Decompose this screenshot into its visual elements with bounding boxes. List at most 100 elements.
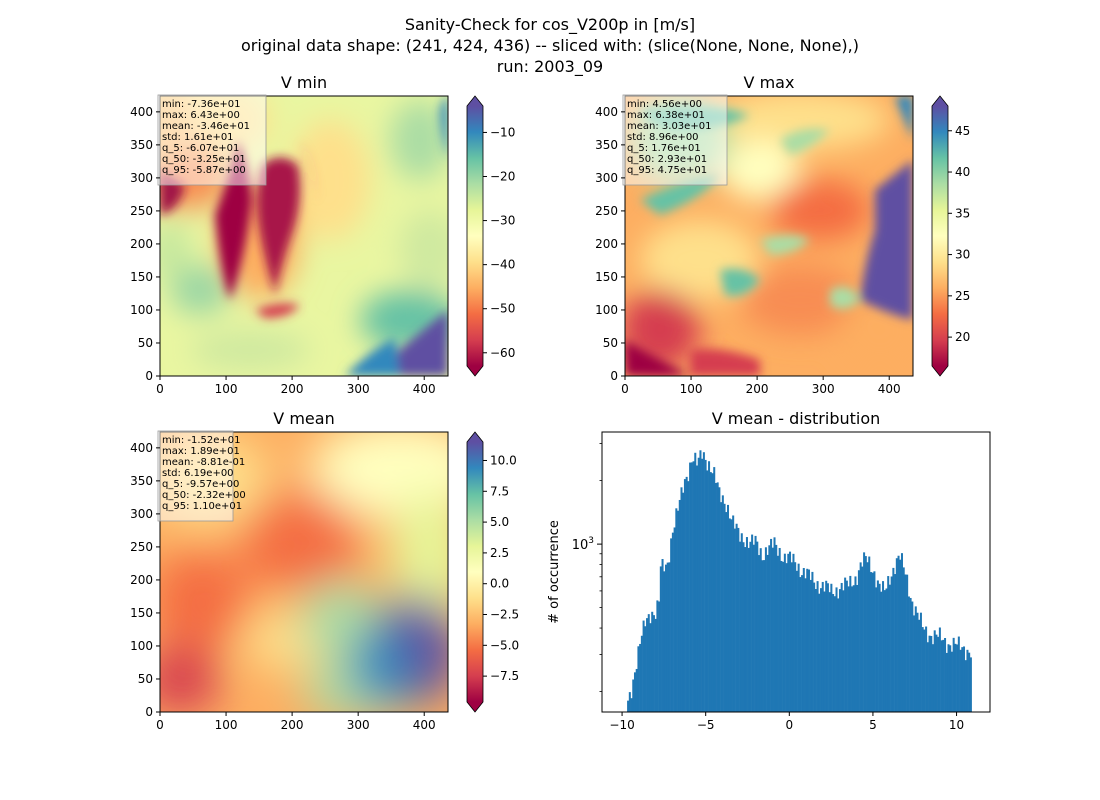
colorbar-tick-label: −30	[490, 214, 515, 228]
hist-bar	[761, 560, 764, 712]
hist-bar	[721, 495, 724, 712]
hist-bar	[933, 630, 936, 712]
hist-bar	[782, 561, 785, 712]
hist-bar	[949, 645, 952, 712]
hist-bar	[849, 575, 852, 712]
hist-bar	[916, 612, 919, 712]
hist-bar	[661, 559, 664, 712]
hist-bar	[964, 660, 967, 712]
y-tick-label: 50	[138, 672, 153, 686]
hist-bar	[720, 502, 723, 712]
vmin-stat: q_50: -3.25e+01	[162, 154, 246, 165]
vmin-axes-frame	[159, 95, 449, 377]
hist-bar	[861, 566, 864, 712]
x-tick-label: 0	[156, 382, 164, 396]
hist-bar	[651, 611, 654, 712]
hist-bar	[783, 553, 786, 712]
hist-bar	[863, 552, 866, 712]
colorbar-tick-label: 25	[955, 289, 970, 303]
hist-ylabel: # of occurrence	[547, 520, 562, 624]
hist-bar	[699, 450, 702, 712]
hist-bar	[838, 589, 841, 712]
hist-bar	[656, 600, 659, 712]
hist-bar	[706, 470, 709, 712]
vmax-stat: max: 6.38e+01	[627, 110, 705, 121]
hist-bar	[740, 533, 743, 712]
hist-bar	[702, 452, 705, 712]
hist-bar	[723, 503, 726, 712]
hist-bar	[771, 547, 774, 712]
hist-bar	[675, 508, 678, 712]
vmax-title: V max	[744, 73, 795, 92]
vmin-axis-ticks: 0 100 200 300 400 0 50 100 150 200 250 300 350 400	[130, 105, 436, 396]
x-tick-label: 400	[413, 718, 436, 732]
hist-bar	[809, 579, 812, 712]
hist-bar	[747, 547, 750, 712]
hist-bar	[931, 644, 935, 712]
hist-bar	[969, 657, 972, 712]
hist-bar	[659, 566, 662, 712]
hist-bar	[806, 568, 809, 712]
hist-bar	[627, 700, 630, 712]
hist-bar	[887, 576, 890, 712]
hist-panel: V mean - distribution −10 −5 0 5 10 103 # of …	[547, 409, 991, 732]
hist-bar	[735, 523, 738, 712]
hist-bar	[795, 570, 798, 712]
hist-title: V mean - distribution	[712, 409, 881, 428]
hist-bar	[878, 583, 881, 712]
vmean-stat: q_5: -9.57e+00	[162, 479, 239, 490]
hist-bar	[907, 596, 910, 712]
colorbar-tick-label: 35	[955, 206, 970, 220]
hist-bar	[654, 618, 657, 712]
y-tick-label: 0	[145, 705, 153, 719]
hist-bar	[733, 528, 736, 712]
hist-bar	[919, 612, 922, 712]
hist-bar	[854, 576, 857, 712]
hist-bar	[869, 572, 872, 712]
hist-bar	[633, 672, 636, 712]
hist-bar	[840, 582, 843, 712]
vmax-panel: V max	[595, 73, 970, 396]
y-tick-label: 250	[130, 540, 153, 554]
hist-bar	[864, 556, 867, 712]
hist-axis-ticks: −10 −5 0 5 10 103	[572, 443, 964, 732]
hist-bar	[942, 639, 945, 712]
vmax-axes-frame	[624, 95, 914, 377]
y-tick-label: 103	[572, 536, 594, 553]
hist-bar	[770, 538, 773, 712]
vmean-stat: std: 6.19e+00	[162, 468, 234, 479]
hist-bar	[630, 698, 633, 712]
hist-bar	[914, 606, 917, 712]
hist-bar	[640, 635, 643, 712]
colorbar-tick-label: 2.5	[490, 546, 509, 560]
hist-bar	[866, 562, 869, 712]
hist-bar	[647, 614, 650, 712]
colorbar-tick-label: 20	[955, 330, 970, 344]
hist-bar	[773, 537, 776, 712]
x-tick-label: 200	[281, 382, 304, 396]
hist-bar	[711, 473, 714, 712]
hist-bar	[923, 629, 926, 712]
hist-bar	[816, 581, 819, 712]
hist-bar	[680, 487, 683, 712]
hist-bar	[888, 584, 891, 712]
hist-bar	[789, 551, 792, 712]
vmax-stat: min: 4.56e+00	[627, 99, 702, 110]
hist-bar	[804, 578, 807, 712]
hist-bar	[828, 592, 831, 712]
hist-bar	[811, 571, 814, 712]
x-tick-label: 0	[621, 382, 629, 396]
hist-bar	[763, 560, 766, 712]
hist-bar	[649, 623, 652, 712]
vmean-axis-ticks: 0 100 200 300 400 0 50 100 150 200 250 300 350 400	[130, 441, 436, 732]
y-tick-label: 350	[130, 138, 153, 152]
hist-bar	[842, 590, 845, 712]
y-tick-label: 400	[130, 441, 153, 455]
hist-bar	[799, 577, 802, 712]
hist-bar	[871, 572, 874, 712]
y-tick-label: 0	[610, 369, 618, 383]
hist-bar	[821, 581, 824, 712]
hist-bar	[937, 636, 940, 712]
x-tick-label: 0	[156, 718, 164, 732]
hist-bar	[947, 644, 950, 712]
